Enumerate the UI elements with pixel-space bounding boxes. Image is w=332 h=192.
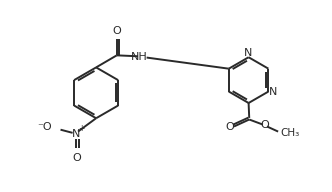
- Text: NH: NH: [131, 52, 148, 62]
- Text: N: N: [243, 48, 252, 58]
- Text: O: O: [72, 153, 81, 163]
- Text: O: O: [226, 122, 234, 132]
- Text: O: O: [260, 120, 269, 130]
- Text: ⁻O: ⁻O: [38, 122, 52, 132]
- Text: N: N: [72, 129, 81, 139]
- Text: CH₃: CH₃: [280, 128, 299, 138]
- Text: N: N: [269, 87, 277, 97]
- Text: O: O: [113, 26, 121, 36]
- Text: +: +: [78, 124, 85, 133]
